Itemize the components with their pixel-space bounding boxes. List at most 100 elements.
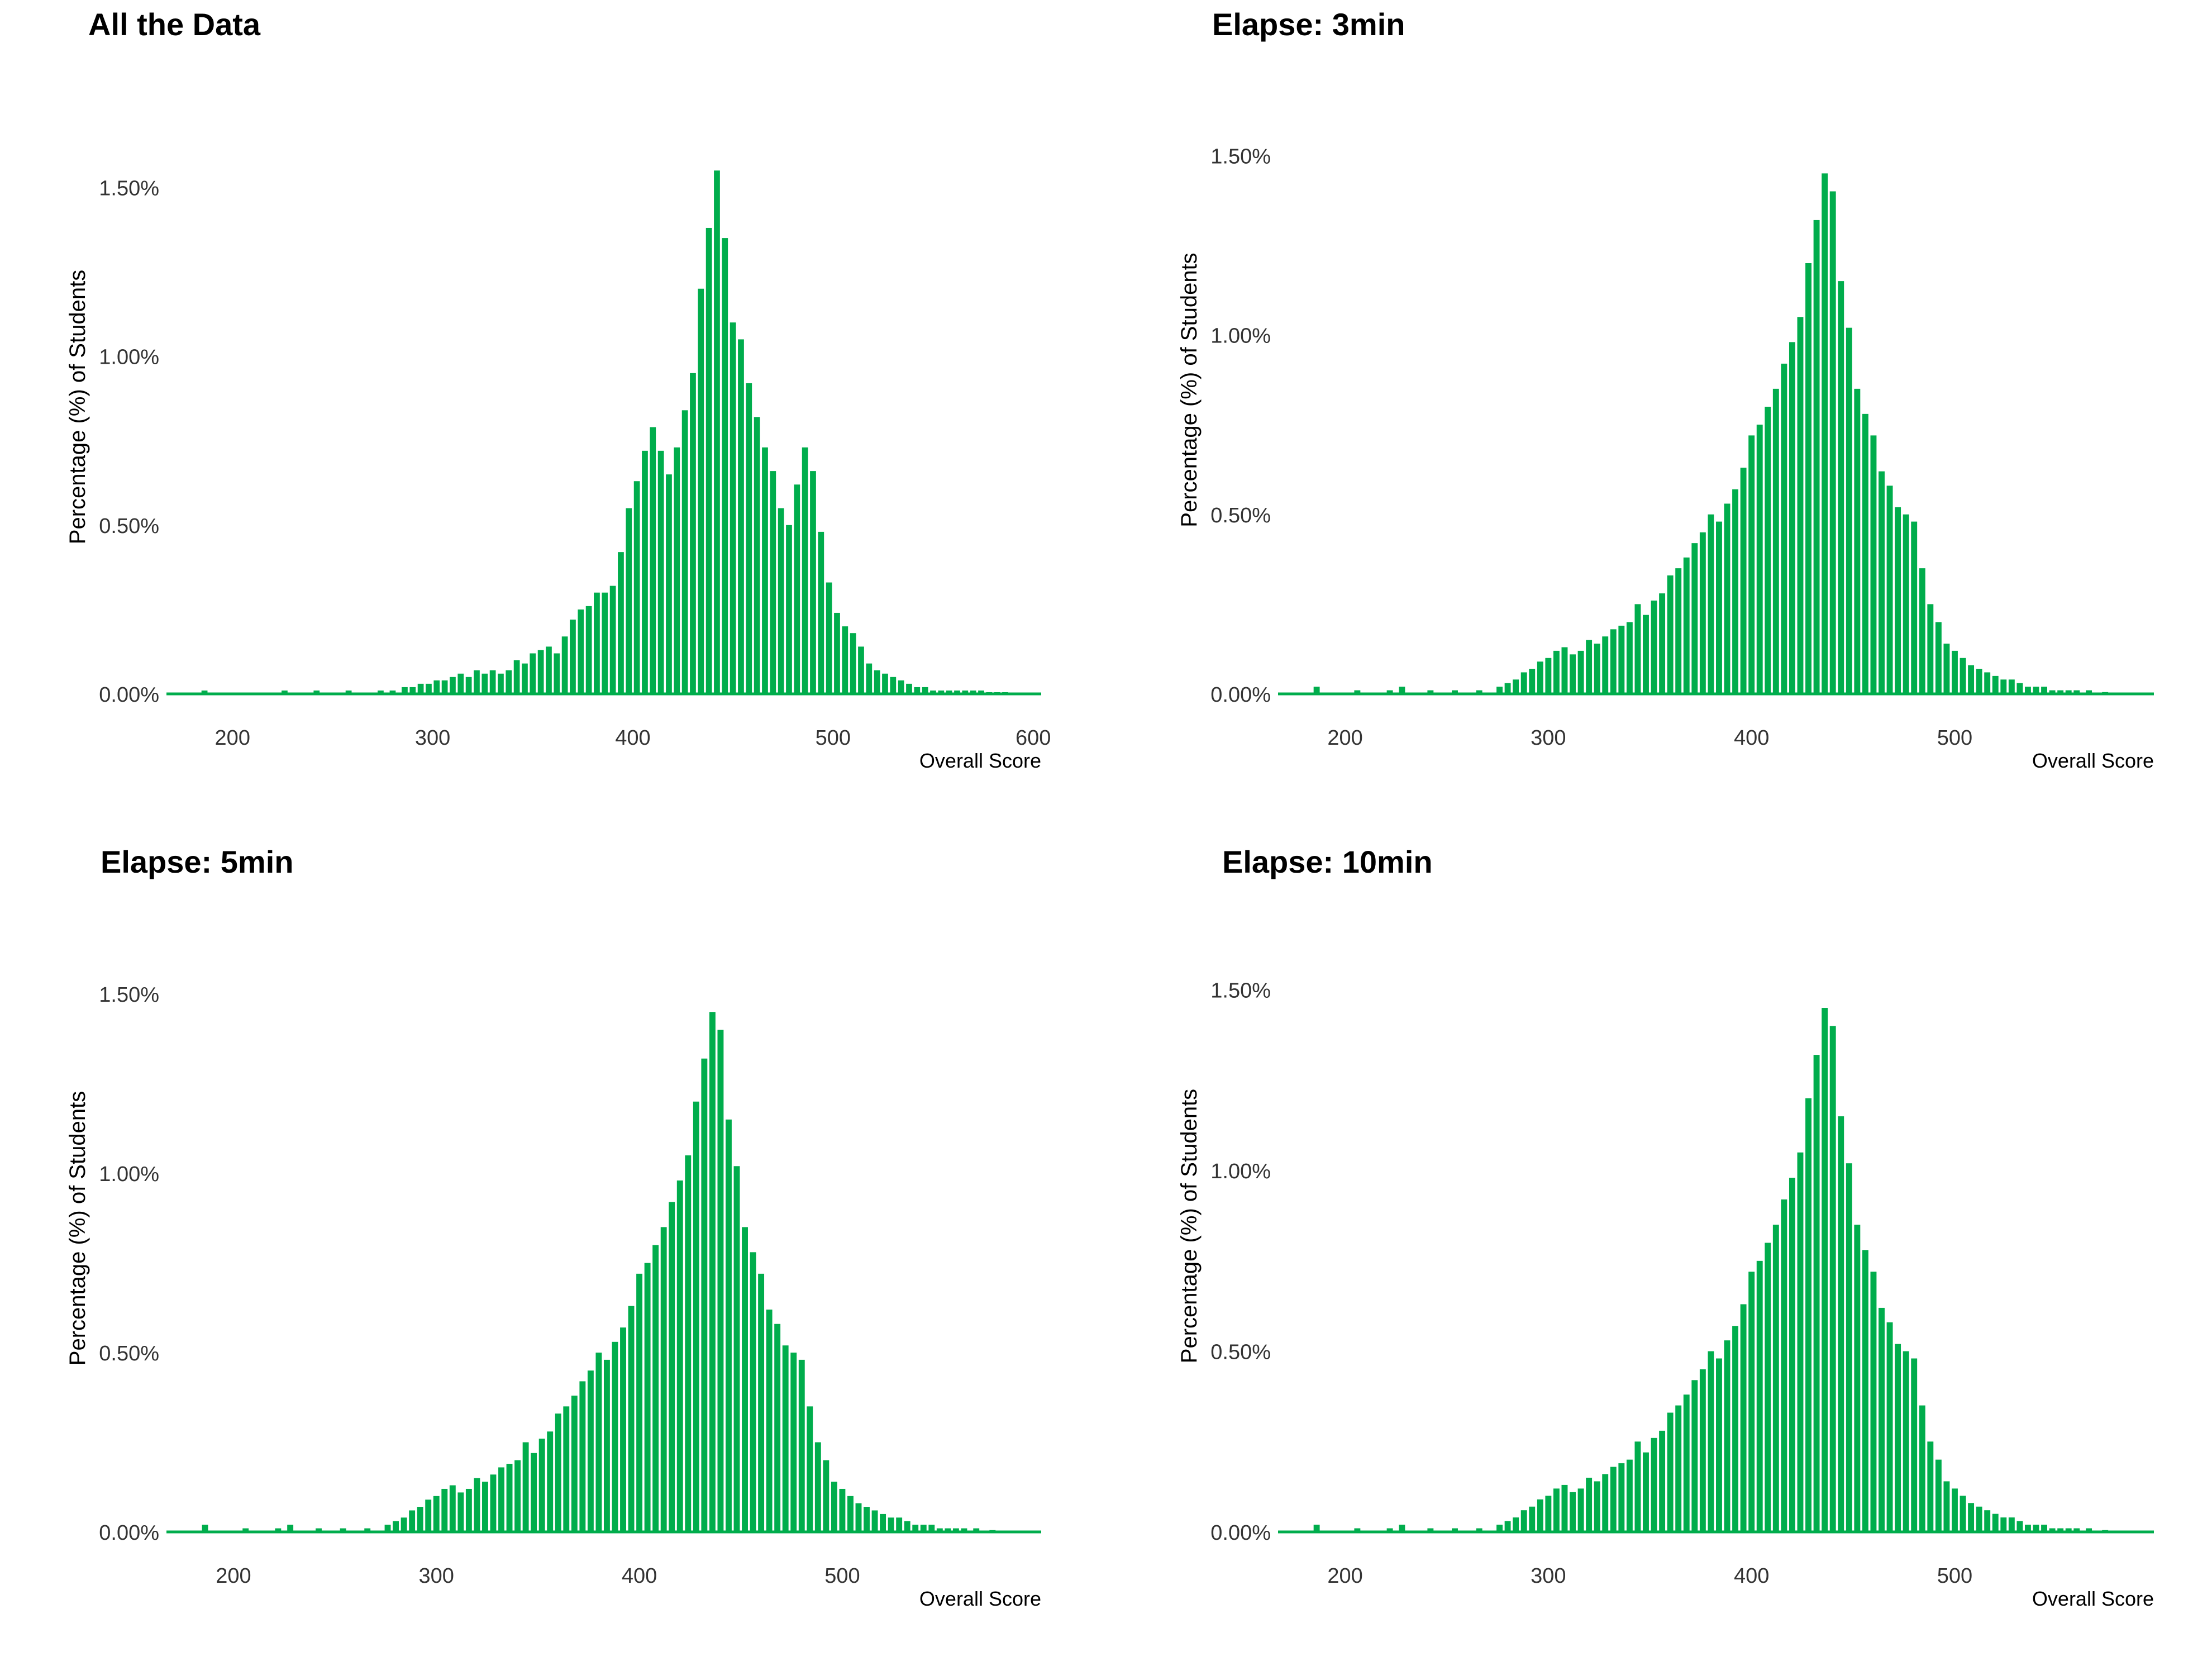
histogram-bar [1748,1272,1755,1532]
histogram-bar [2008,679,2015,694]
histogram-bar [794,484,800,694]
histogram-bar [633,481,640,694]
histogram-bar [1838,281,1844,694]
histogram-bar [1943,644,1950,694]
histogram-bar [1683,557,1690,694]
histogram-bar [1452,690,1458,694]
histogram-bar [1675,568,1682,694]
histogram-bar [855,1503,862,1532]
histogram-bar [2008,1517,2015,1532]
histogram-bar [1594,1481,1600,1532]
histogram-bar [498,673,504,694]
histogram-bar [441,680,448,694]
histogram-bar [1822,173,1828,694]
histogram-bar [2000,1517,2007,1532]
histogram-bar [1952,650,1958,694]
histogram-bar [2073,690,2080,694]
histogram-bar [384,1525,391,1532]
histogram-bar [1870,435,1877,694]
histogram-bar [2073,1528,2080,1532]
x-axis-label: Overall Score [919,749,1041,772]
histogram-bar [594,592,600,694]
histogram-bar [393,1521,399,1532]
histogram-bar [1903,1351,1909,1532]
histogram-bar [1529,1506,1536,1532]
histogram-bar [705,227,712,694]
histogram-bar [433,1496,440,1532]
histogram-bar [1992,675,1999,694]
histogram-bars [201,170,1008,694]
y-tick-label: 0.50% [99,1342,159,1365]
histogram-bar [866,663,873,694]
histogram-bar [1634,1441,1641,1532]
histogram-bars [202,1012,996,1532]
histogram-bar [465,677,472,694]
histogram-bar [750,1252,756,1532]
histogram-bar [604,1359,610,1532]
histogram-bar [1879,471,1885,694]
histogram-bar [1577,1488,1584,1532]
histogram-bar [474,670,480,694]
histogram-bar [555,1413,561,1532]
histogram-bar [1643,1452,1649,1532]
histogram-bar [1691,543,1698,694]
histogram-bar [906,683,912,694]
histogram-bar [954,690,960,694]
x-axis-label: Overall Score [2032,1587,2154,1610]
y-tick-label: 1.00% [99,1163,159,1186]
histogram-bar [2016,683,2023,694]
histogram-bar [490,1474,497,1532]
histogram-bar [1354,1528,1361,1532]
histogram-bar [1634,604,1641,694]
histogram-bar [730,322,736,694]
y-tick-label: 1.50% [99,177,159,200]
histogram-bar [482,1482,488,1532]
histogram-bar [2041,1525,2048,1532]
histogram-bar [746,383,752,694]
histogram-bar [1476,690,1482,694]
histogram-bar [1976,669,1982,694]
histogram-bar [847,1496,854,1532]
x-tick-label: 400 [622,1564,657,1588]
histogram-bar [1927,1441,1934,1532]
y-tick-label: 0.00% [99,1521,159,1545]
histogram-bar [1829,191,1836,694]
histogram-bar [628,1306,635,1532]
histogram-bar [1854,388,1861,694]
histogram-bar [389,690,396,694]
histogram-bar [1943,1481,1950,1532]
histogram-bar [1984,672,1991,694]
histogram-bar [1504,683,1511,694]
histogram-bar [2086,1528,2092,1532]
histogram-bar [1618,625,1625,694]
histogram-bar [538,1439,545,1532]
histogram-bar [1594,644,1600,694]
histogram-bar [1610,1467,1617,1532]
histogram-bar [717,1030,724,1532]
histogram-bar [922,687,928,694]
x-tick-label: 200 [215,726,250,750]
histogram-bar [930,690,936,694]
histogram-bar [912,1525,919,1532]
histogram-bar [2065,1528,2072,1532]
x-tick-label: 300 [1531,1564,1566,1588]
x-tick-label: 300 [419,1564,454,1588]
histogram-bar [1935,622,1942,694]
x-tick-label: 400 [1734,726,1769,750]
histogram-bar [433,680,440,694]
histogram-bar [1699,532,1706,694]
histogram-bar [2000,679,2007,694]
chart-panel-4: Elapse: 10min Percentage (%) of Students 0… [1177,844,2154,1610]
y-tick-label: 0.00% [1210,683,1271,707]
histogram-bar [1911,1358,1918,1532]
histogram-bar [1765,407,1771,694]
histogram-bar [1748,435,1755,694]
histogram-bar [1797,317,1804,694]
histogram-bar [1935,1459,1942,1532]
histogram-bar [652,1245,659,1532]
histogram-bar [1496,1525,1503,1532]
histogram-bar [602,592,608,694]
histogram-bar [938,690,945,694]
histogram-bar [450,677,456,694]
x-tick-label: 500 [816,726,851,750]
